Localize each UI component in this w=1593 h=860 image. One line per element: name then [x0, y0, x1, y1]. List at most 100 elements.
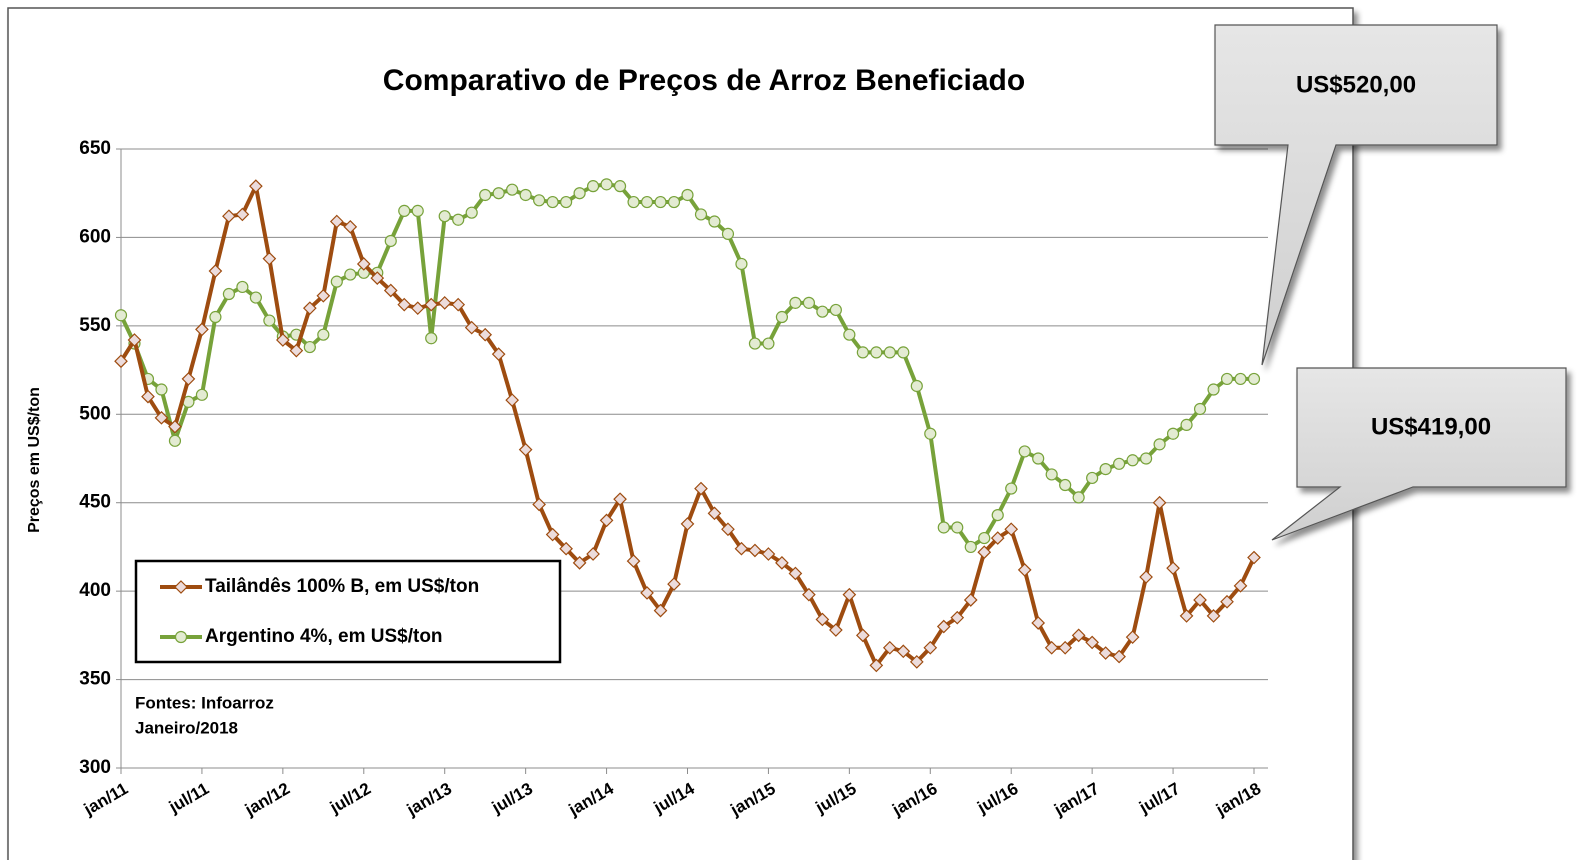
data-point	[1071, 628, 1086, 643]
data-point	[869, 658, 884, 673]
data-point	[1004, 522, 1019, 537]
data-point	[937, 521, 950, 534]
data-point	[195, 388, 209, 401]
data-point	[1234, 372, 1247, 386]
data-point	[263, 314, 276, 327]
data-point	[977, 545, 992, 560]
y-tick-label: 300	[79, 757, 111, 778]
data-point	[329, 214, 344, 229]
data-point	[613, 492, 627, 507]
data-point	[398, 204, 411, 217]
data-point	[680, 517, 695, 531]
data-point	[1086, 471, 1099, 485]
data-point	[1032, 452, 1045, 465]
data-point	[235, 207, 250, 222]
data-point	[694, 481, 708, 496]
data-point	[560, 195, 573, 209]
data-point	[775, 310, 789, 324]
data-point	[559, 541, 573, 556]
data-point	[748, 543, 762, 558]
data-point	[950, 610, 965, 625]
data-point	[896, 644, 911, 659]
data-point	[424, 297, 439, 312]
data-point	[640, 586, 654, 600]
data-point	[1207, 383, 1220, 396]
data-point	[667, 195, 681, 209]
source-text: Fontes: Infoarroz	[135, 693, 274, 712]
data-point	[1072, 491, 1085, 504]
data-point	[829, 623, 843, 637]
data-point	[923, 640, 938, 655]
data-point	[707, 506, 722, 521]
data-point	[788, 566, 803, 581]
data-point	[168, 419, 182, 434]
data-point	[1152, 495, 1167, 510]
data-point	[1058, 640, 1073, 655]
data-point	[425, 332, 438, 345]
data-point	[141, 389, 155, 404]
data-point	[951, 521, 964, 534]
data-point	[1153, 438, 1166, 451]
legend	[134, 559, 562, 664]
y-tick-label: 350	[79, 669, 111, 690]
data-point	[505, 393, 520, 407]
data-point	[1193, 402, 1207, 416]
data-point	[546, 195, 559, 209]
data-point	[721, 227, 735, 240]
data-point	[1126, 454, 1139, 467]
data-point	[545, 527, 560, 542]
y-axis-label: Preços em US$/ton	[26, 387, 43, 533]
data-point	[694, 208, 708, 221]
data-point	[1044, 640, 1059, 655]
data-point	[654, 195, 667, 209]
data-point	[465, 206, 478, 219]
data-point	[208, 264, 223, 278]
data-point	[114, 354, 128, 369]
data-point	[276, 333, 290, 347]
data-point	[479, 188, 492, 202]
data-point	[1113, 457, 1126, 470]
data-point	[302, 301, 317, 316]
data-point	[209, 310, 222, 324]
legend-label: Tailândês 100% B, em US$/ton	[205, 576, 479, 597]
data-point	[667, 577, 681, 591]
data-point	[317, 328, 330, 341]
data-point	[910, 379, 923, 393]
data-point	[883, 346, 896, 359]
data-point	[1018, 445, 1031, 458]
data-point	[815, 612, 830, 627]
chart-frame	[7, 7, 1354, 860]
data-point	[114, 309, 128, 322]
data-point	[1059, 478, 1072, 492]
data-point	[775, 555, 789, 570]
data-point	[438, 210, 451, 223]
data-point	[410, 301, 425, 316]
data-point	[735, 257, 748, 271]
data-point	[383, 283, 398, 298]
data-point	[1247, 550, 1261, 565]
data-point	[586, 180, 600, 193]
data-point	[262, 251, 277, 266]
legend-marker	[174, 630, 188, 644]
data-point	[748, 337, 762, 350]
data-point	[343, 219, 358, 234]
data-point	[734, 541, 749, 556]
data-point	[708, 215, 721, 228]
data-point	[1193, 593, 1207, 607]
data-point	[816, 305, 829, 318]
data-point	[1180, 418, 1193, 431]
data-point	[236, 280, 249, 294]
data-point	[924, 427, 937, 440]
data-point	[181, 372, 196, 386]
y-tick-label: 550	[79, 315, 111, 336]
chart-title: Comparativo de Preços de Arroz Beneficia…	[383, 64, 1025, 97]
data-point	[789, 296, 802, 309]
data-point	[370, 271, 385, 285]
data-point	[1233, 578, 1248, 593]
data-point	[882, 640, 897, 655]
data-point	[1099, 463, 1112, 476]
legend-marker	[174, 580, 188, 594]
data-point	[843, 328, 856, 341]
data-point	[519, 188, 532, 202]
